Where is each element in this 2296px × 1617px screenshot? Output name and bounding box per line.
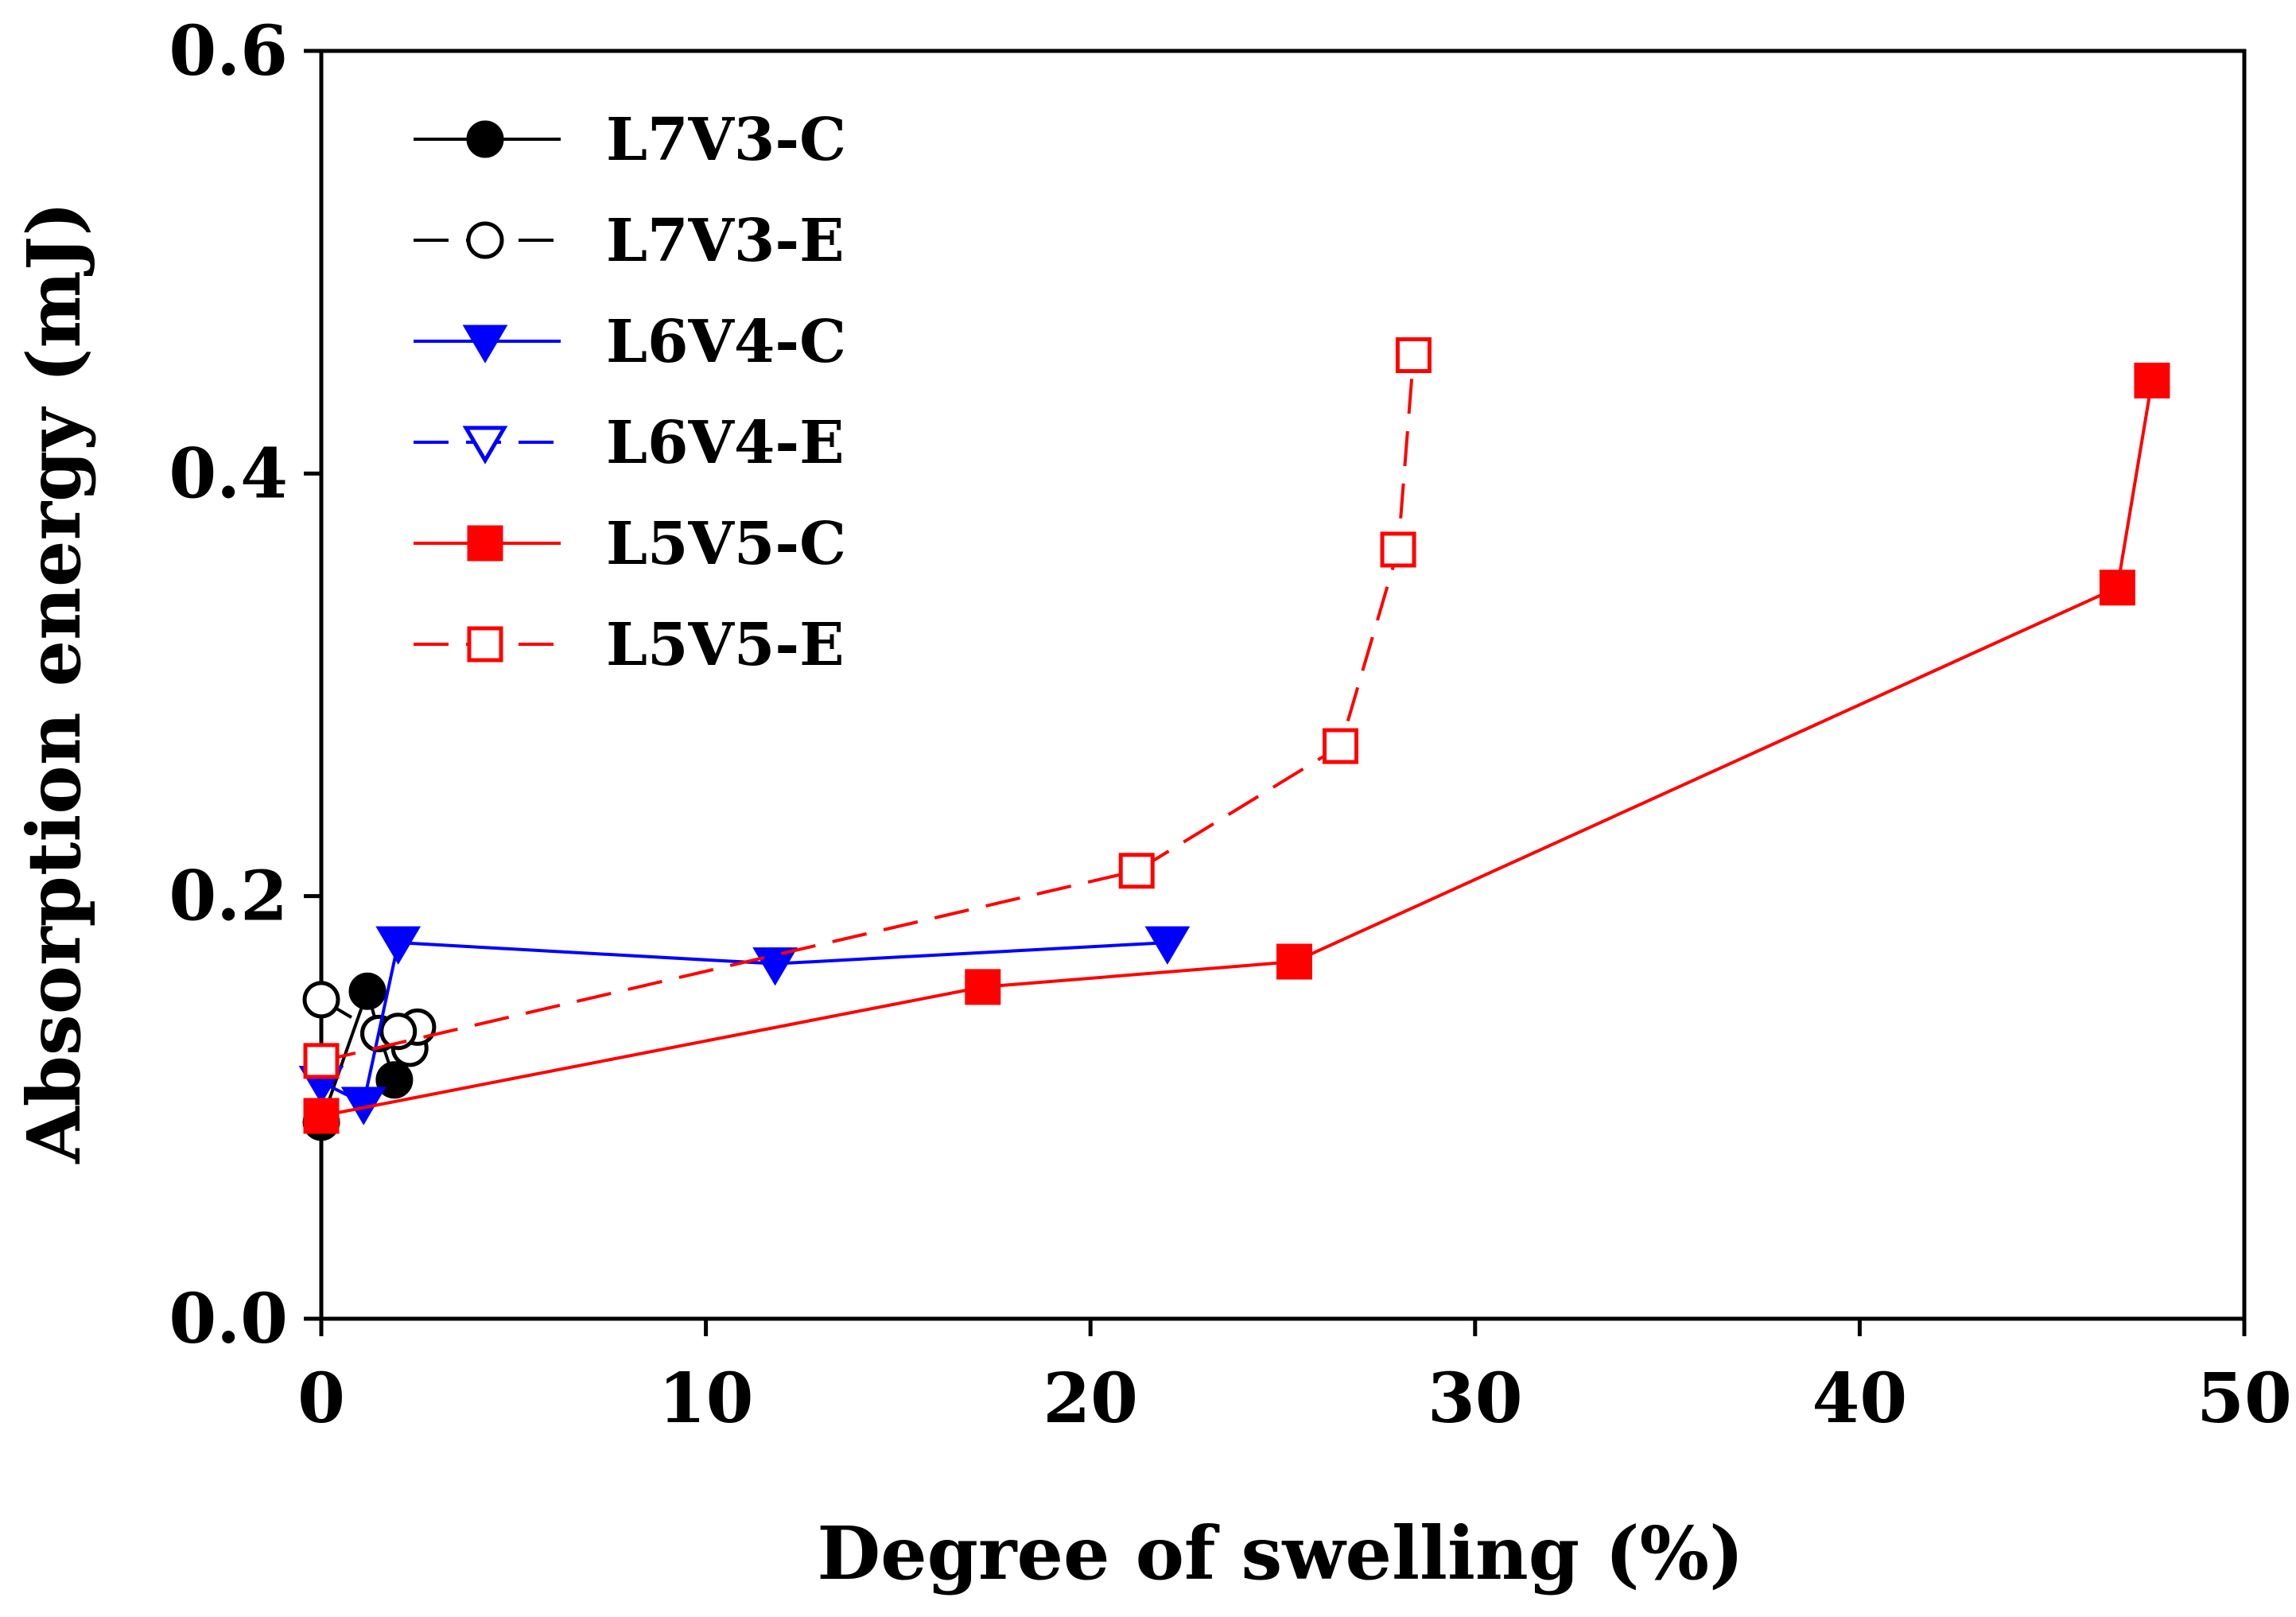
legend-item: L5V5-E <box>414 611 845 679</box>
x-tick-label: 0 <box>297 1359 345 1439</box>
x-axis-title: Degree of swelling (%) <box>817 1510 1743 1596</box>
data-point <box>752 947 798 986</box>
legend-item: L7V3-C <box>414 106 846 174</box>
x-tick-label: 10 <box>658 1359 754 1439</box>
y-tick-label: 0.2 <box>169 857 288 937</box>
x-tick-label: 50 <box>2197 1359 2292 1439</box>
data-point <box>375 926 422 965</box>
legend-marker <box>467 626 503 663</box>
data-point <box>1395 337 1432 374</box>
legend-item: L6V4-C <box>414 308 846 376</box>
legend-marker <box>466 221 504 259</box>
plot-frame <box>319 49 2247 1321</box>
x-tick-label: 20 <box>1043 1359 1138 1439</box>
legend-label: L5V5-E <box>606 611 845 679</box>
series-l6v4-c <box>298 926 1191 1125</box>
series-line <box>321 941 1168 1106</box>
data-point <box>1323 728 1359 764</box>
data-point <box>2099 569 2135 606</box>
data-point <box>375 1061 414 1099</box>
data-point <box>303 1098 340 1134</box>
legend-marker <box>462 426 508 464</box>
data-point <box>1118 853 1155 889</box>
data-point <box>1144 926 1191 965</box>
legend-label: L7V3-E <box>606 207 845 275</box>
series-line <box>321 380 2154 1118</box>
legend-label: L5V5-C <box>606 510 846 578</box>
y-tick-label: 0.0 <box>169 1279 288 1359</box>
legend-marker <box>467 525 503 562</box>
data-point <box>2134 362 2170 398</box>
y-tick-label: 0.4 <box>169 433 288 514</box>
data-point <box>379 1013 418 1051</box>
legend-label: L6V4-C <box>606 308 846 376</box>
legend-item: L6V4-E <box>414 409 845 477</box>
data-point <box>302 981 340 1019</box>
legend-marker <box>462 325 508 363</box>
series-l7v3-e <box>302 981 437 1067</box>
legend-item: L5V5-C <box>414 510 846 578</box>
legend-label: L7V3-C <box>606 106 846 174</box>
data-point <box>1276 943 1313 980</box>
data-point <box>303 1043 340 1079</box>
data-point <box>965 969 1001 1005</box>
legend-item: L7V3-E <box>414 207 845 275</box>
legend-marker <box>466 120 504 158</box>
x-tick-label: 30 <box>1428 1359 1523 1439</box>
x-tick-label: 40 <box>1812 1359 1908 1439</box>
series-l5v5-c <box>303 362 2170 1134</box>
y-tick-label: 0.6 <box>169 11 288 91</box>
data-point <box>1380 531 1416 568</box>
legend-label: L6V4-E <box>606 409 845 477</box>
data-point <box>348 972 387 1010</box>
y-axis-title: Absorption energy (mJ) <box>11 201 97 1164</box>
series-l5v5-e <box>303 337 1432 1079</box>
